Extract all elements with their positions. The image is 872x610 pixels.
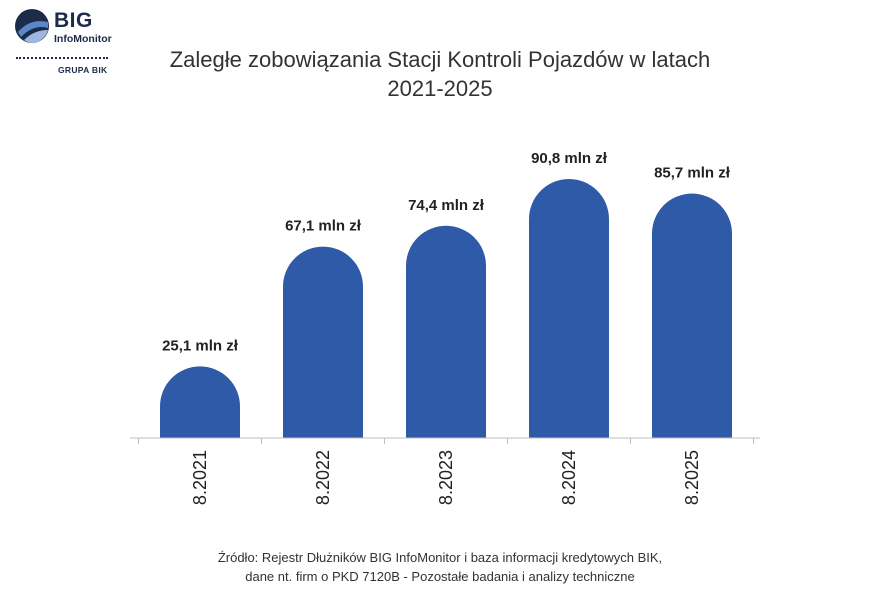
data-label-8.2021: 25,1 mln zł bbox=[162, 337, 239, 354]
data-label-8.2025: 85,7 mln zł bbox=[654, 165, 731, 182]
x-tick-label-8.2022: 8.2022 bbox=[313, 450, 333, 505]
bar-8.2023 bbox=[406, 225, 486, 438]
data-label-8.2022: 67,1 mln zł bbox=[285, 218, 362, 235]
x-tick-label-8.2023: 8.2023 bbox=[436, 450, 456, 505]
source-line2: dane nt. firm o PKD 7120B - Pozostałe ba… bbox=[245, 569, 635, 584]
chart-title: Zaległe zobowiązania Stacji Kontroli Poj… bbox=[120, 45, 760, 103]
chart-title-line2: 2021-2025 bbox=[387, 76, 493, 101]
logo-infomonitor-text: InfoMonitor bbox=[54, 33, 112, 45]
bar-8.2024 bbox=[529, 179, 609, 438]
bar-8.2021 bbox=[160, 366, 240, 438]
logo-divider bbox=[16, 57, 108, 59]
source-line1: Źródło: Rejestr Dłużników BIG InfoMonito… bbox=[217, 550, 663, 565]
logo: BIG InfoMonitor GRUPA BIK bbox=[14, 8, 114, 78]
logo-grupa-text: GRUPA BIK bbox=[58, 65, 108, 75]
bar-8.2025 bbox=[652, 193, 732, 438]
x-tick-label-8.2025: 8.2025 bbox=[682, 450, 702, 505]
logo-big-text: BIG bbox=[54, 9, 93, 32]
data-label-8.2023: 74,4 mln zł bbox=[408, 197, 485, 214]
x-tick-label-8.2024: 8.2024 bbox=[559, 450, 579, 505]
source-note: Źródło: Rejestr Dłużników BIG InfoMonito… bbox=[110, 548, 770, 586]
bar-8.2022 bbox=[283, 246, 363, 438]
x-tick-label-8.2021: 8.2021 bbox=[190, 450, 210, 505]
bar-chart: 25,1 mln zł 8.2021 67,1 mln zł 8.2022 74,4 m… bbox=[130, 150, 760, 505]
data-label-8.2024: 90,8 mln zł bbox=[531, 150, 608, 167]
chart-title-line1: Zaległe zobowiązania Stacji Kontroli Poj… bbox=[169, 47, 711, 72]
globe-logo-icon bbox=[15, 9, 49, 44]
